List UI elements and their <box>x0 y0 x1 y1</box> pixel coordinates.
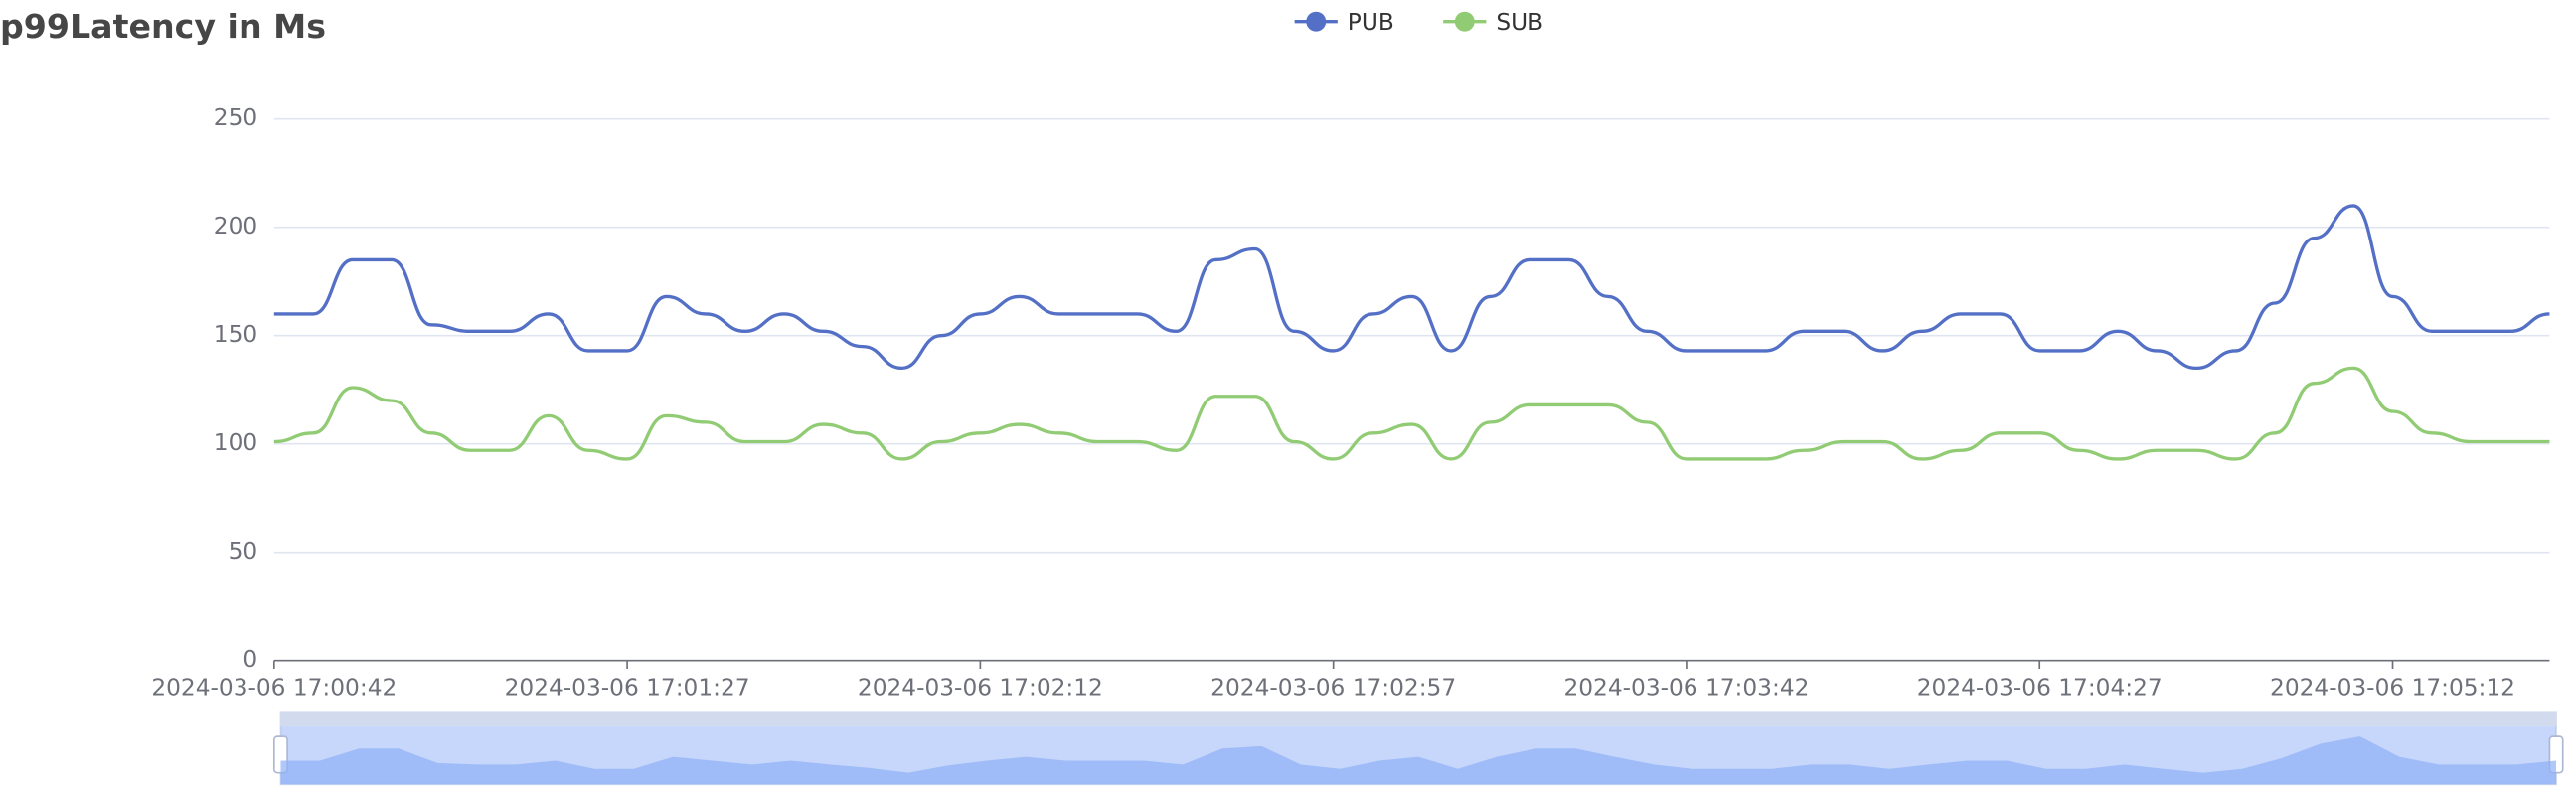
x-tick-label: 2024-03-06 17:01:27 <box>505 674 750 701</box>
y-tick-label: 100 <box>214 429 257 456</box>
legend-marker <box>1454 11 1475 32</box>
series-line <box>273 366 2550 461</box>
legend-marker <box>1306 11 1327 32</box>
legend-label: PUB <box>1348 9 1394 36</box>
y-tick-label: 250 <box>214 104 257 131</box>
x-tick-label: 2024-03-06 17:00:42 <box>151 674 397 701</box>
zoom-slider-bar <box>280 712 2557 727</box>
y-tick-label: 150 <box>214 321 257 348</box>
legend-label: SUB <box>1496 9 1543 36</box>
zoom-preview-area <box>280 736 2557 785</box>
x-tick-label: 2024-03-06 17:02:12 <box>858 674 1103 701</box>
legend: PUB SUB <box>1294 9 1543 36</box>
chart-title: p99Latency in Ms <box>0 7 326 46</box>
x-tick-label: 2024-03-06 17:02:57 <box>1210 674 1456 701</box>
y-tick-label: 0 <box>242 646 257 673</box>
series-line <box>273 204 2550 371</box>
y-tick-label: 50 <box>229 538 258 564</box>
x-tick-label: 2024-03-06 17:03:42 <box>1563 674 1809 701</box>
x-tick-label: 2024-03-06 17:05:12 <box>2270 674 2515 701</box>
y-tick-label: 200 <box>214 213 257 240</box>
x-tick-label: 2024-03-06 17:04:27 <box>1917 674 2163 701</box>
